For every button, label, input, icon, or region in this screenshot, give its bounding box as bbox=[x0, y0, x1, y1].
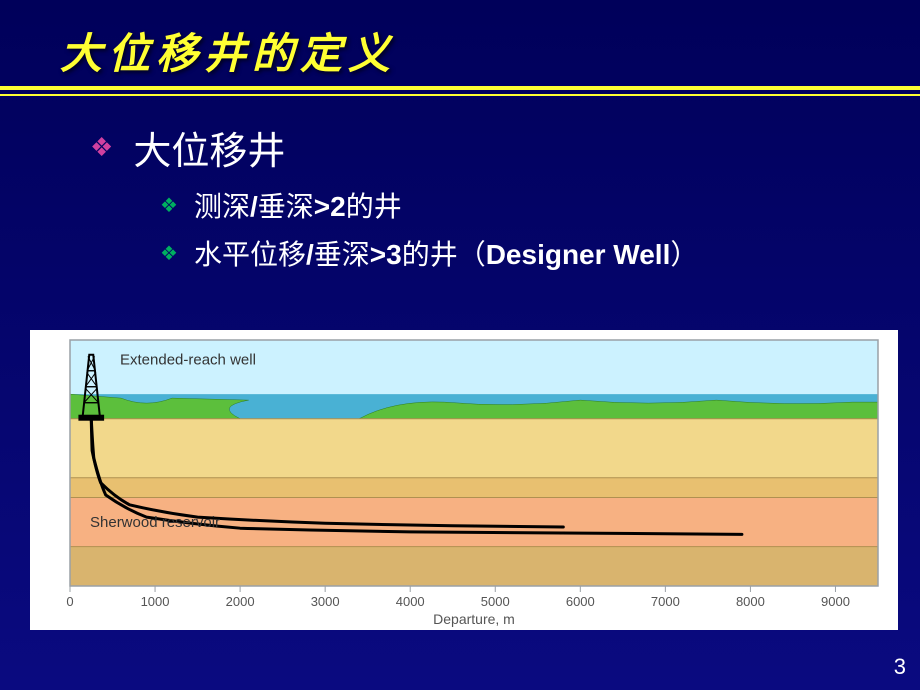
text-bold: >2 bbox=[314, 191, 346, 222]
text-bold: Designer Well bbox=[486, 239, 671, 270]
text-bold: >3 bbox=[370, 239, 402, 270]
text: 测深 bbox=[194, 192, 250, 223]
svg-text:6000: 6000 bbox=[566, 594, 595, 609]
bullet-level1: ❖ 大位移井 bbox=[90, 120, 698, 175]
slide-title: 大位移井的定义 bbox=[60, 20, 396, 81]
underline-thin bbox=[0, 94, 920, 96]
bullet-text: 测深/垂深>2的井 bbox=[194, 187, 402, 227]
svg-text:Sherwood reservoir: Sherwood reservoir bbox=[90, 514, 220, 531]
underline-thick bbox=[0, 86, 920, 90]
page-number: 3 bbox=[894, 654, 906, 680]
slide: 大位移井的定义 ❖ 大位移井 ❖ 测深/垂深>2的井 ❖ 水平位移/垂深>3的井… bbox=[0, 0, 920, 690]
text: 垂深 bbox=[258, 192, 314, 223]
text: 的井（ bbox=[402, 240, 486, 271]
bullet-list: ❖ 大位移井 ❖ 测深/垂深>2的井 ❖ 水平位移/垂深>3的井（Designe… bbox=[90, 120, 698, 283]
well-diagram: Extended-reach well Sherwood reservoir 0 10… bbox=[30, 330, 898, 630]
svg-text:3000: 3000 bbox=[311, 594, 340, 609]
svg-text:Departure, m: Departure, m bbox=[433, 611, 515, 627]
text: 的井 bbox=[346, 192, 402, 223]
bullet-text: 水平位移/垂深>3的井（Designer Well） bbox=[194, 235, 698, 275]
text: 水平位移 bbox=[194, 240, 306, 271]
diamond-icon: ❖ bbox=[160, 193, 178, 218]
diamond-icon: ❖ bbox=[160, 241, 178, 266]
svg-text:9000: 9000 bbox=[821, 594, 850, 609]
bullet-level2: ❖ 水平位移/垂深>3的井（Designer Well） bbox=[160, 235, 698, 275]
svg-text:0: 0 bbox=[66, 594, 73, 609]
diamond-icon: ❖ bbox=[90, 133, 113, 163]
text-bold: / bbox=[250, 191, 258, 222]
well-diagram-svg: Extended-reach well Sherwood reservoir 0 10… bbox=[30, 330, 898, 630]
svg-text:8000: 8000 bbox=[736, 594, 765, 609]
svg-text:4000: 4000 bbox=[396, 594, 425, 609]
bullet-level2: ❖ 测深/垂深>2的井 bbox=[160, 187, 698, 227]
svg-text:Extended-reach well: Extended-reach well bbox=[120, 352, 256, 369]
text-bold: / bbox=[306, 239, 314, 270]
svg-text:7000: 7000 bbox=[651, 594, 680, 609]
svg-text:1000: 1000 bbox=[141, 594, 170, 609]
svg-text:2000: 2000 bbox=[226, 594, 255, 609]
svg-text:5000: 5000 bbox=[481, 594, 510, 609]
text: 垂深 bbox=[314, 240, 370, 271]
text: ） bbox=[670, 240, 698, 271]
bullet-text: 大位移井 bbox=[133, 120, 285, 175]
